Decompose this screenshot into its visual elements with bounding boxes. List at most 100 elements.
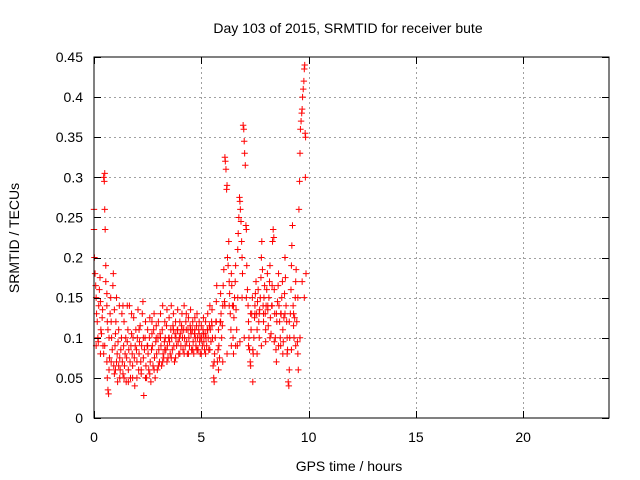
data-point bbox=[227, 326, 235, 333]
data-point bbox=[238, 254, 246, 261]
data-point bbox=[112, 366, 119, 374]
data-point bbox=[91, 270, 99, 277]
y-tick-label: 0.2 bbox=[64, 250, 84, 266]
data-point bbox=[232, 342, 239, 349]
data-point bbox=[126, 358, 134, 366]
data-point bbox=[215, 326, 222, 333]
data-point bbox=[298, 278, 306, 285]
data-point bbox=[169, 346, 176, 354]
data-point bbox=[183, 338, 190, 345]
data-point bbox=[234, 246, 241, 253]
data-point bbox=[229, 334, 237, 341]
data-point bbox=[290, 322, 297, 329]
data-point bbox=[300, 77, 308, 85]
data-point bbox=[242, 162, 249, 169]
data-point bbox=[98, 330, 105, 337]
data-point bbox=[144, 342, 151, 349]
y-tick-label: 0.15 bbox=[56, 290, 83, 306]
data-point bbox=[208, 322, 216, 329]
data-point bbox=[131, 382, 138, 390]
data-point bbox=[107, 358, 115, 366]
data-point bbox=[293, 318, 300, 325]
y-tick-label: 0.1 bbox=[64, 330, 84, 346]
data-point bbox=[159, 302, 166, 309]
data-point bbox=[134, 334, 141, 341]
data-point bbox=[99, 306, 106, 313]
data-point bbox=[302, 270, 310, 277]
data-point bbox=[288, 242, 296, 249]
data-point bbox=[277, 334, 284, 341]
data-point bbox=[219, 282, 227, 289]
data-point bbox=[159, 350, 167, 358]
data-point bbox=[185, 350, 192, 358]
data-point bbox=[215, 342, 223, 349]
data-point bbox=[104, 318, 111, 325]
data-point bbox=[249, 294, 256, 301]
data-point bbox=[203, 342, 210, 349]
data-point bbox=[172, 354, 179, 362]
data-point bbox=[280, 338, 287, 345]
data-point bbox=[223, 350, 231, 358]
data-point bbox=[155, 346, 163, 354]
data-point bbox=[165, 334, 173, 341]
data-point bbox=[208, 306, 216, 313]
data-point bbox=[271, 338, 278, 345]
data-point bbox=[200, 338, 208, 345]
plot-frame bbox=[93, 56, 610, 419]
data-point bbox=[245, 318, 252, 325]
data-point bbox=[129, 362, 136, 370]
data-point bbox=[259, 266, 266, 273]
data-point bbox=[258, 254, 265, 261]
data-point bbox=[230, 314, 238, 321]
data-point bbox=[297, 117, 305, 125]
data-point bbox=[257, 274, 265, 281]
data-point bbox=[265, 294, 273, 301]
data-point bbox=[183, 310, 190, 317]
data-point bbox=[101, 342, 108, 349]
data-point bbox=[239, 121, 247, 129]
data-point bbox=[215, 366, 222, 374]
x-tick-labels: 0 5 10 15 20 bbox=[90, 429, 531, 445]
data-point bbox=[279, 326, 287, 333]
data-point bbox=[128, 310, 135, 317]
data-point bbox=[244, 286, 251, 293]
data-point bbox=[125, 346, 132, 354]
data-point bbox=[217, 290, 224, 297]
y-tick-label: 0.25 bbox=[56, 209, 83, 225]
data-point bbox=[218, 334, 225, 341]
data-point bbox=[186, 342, 193, 349]
data-point bbox=[300, 85, 307, 93]
data-point bbox=[151, 354, 158, 362]
data-point bbox=[289, 302, 297, 309]
data-point bbox=[137, 358, 144, 366]
data-point bbox=[120, 342, 127, 349]
data-point bbox=[142, 374, 149, 382]
data-point bbox=[120, 318, 128, 325]
data-point bbox=[114, 338, 122, 345]
data-point bbox=[214, 346, 222, 354]
data-point bbox=[140, 392, 147, 399]
data-point bbox=[128, 350, 136, 358]
data-point bbox=[146, 314, 153, 321]
data-point bbox=[281, 254, 289, 261]
data-point bbox=[256, 334, 263, 341]
data-point bbox=[243, 262, 250, 269]
data-point bbox=[176, 318, 184, 325]
data-point bbox=[155, 318, 162, 325]
data-point bbox=[227, 310, 234, 317]
data-point bbox=[232, 262, 239, 269]
data-point bbox=[97, 326, 105, 333]
data-point bbox=[165, 314, 173, 321]
data-point bbox=[106, 354, 113, 362]
data-point bbox=[153, 322, 160, 329]
data-point bbox=[123, 354, 130, 362]
data-point bbox=[292, 278, 299, 285]
data-point bbox=[101, 226, 109, 233]
data-point bbox=[220, 266, 228, 273]
data-point bbox=[113, 294, 120, 301]
data-point bbox=[241, 150, 248, 157]
data-point bbox=[224, 262, 232, 269]
data-point bbox=[266, 278, 273, 285]
x-tick-label: 15 bbox=[408, 429, 424, 445]
